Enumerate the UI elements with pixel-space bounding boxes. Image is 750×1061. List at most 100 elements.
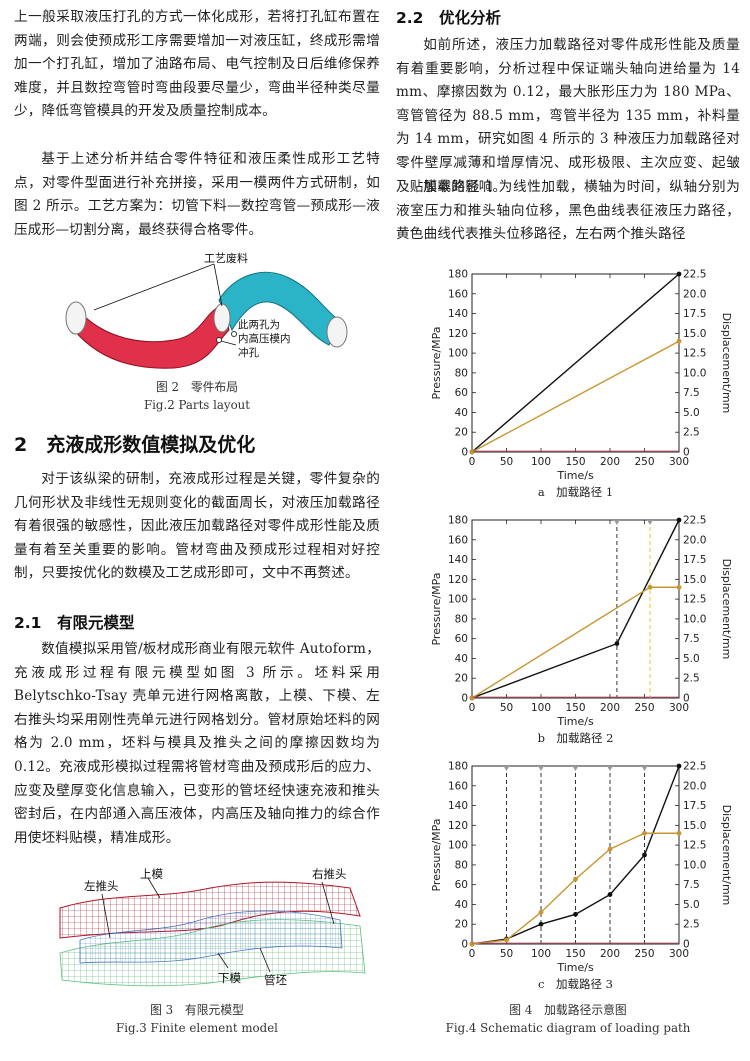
y-axis-label: Pressure/MPa [430,572,443,645]
parts-layout-drawing: 工艺废料 此两孔为 内高压模内 冲孔 [65,251,348,369]
y2-tick-label: 7.5 [683,633,700,645]
y2-tick-label: 0 [683,939,690,951]
x-tick-label: 300 [669,456,689,468]
optimization-paragraph-2: 加载路径 1 为线性加载，横轴为时间，纵轴分别为液室压力和推头轴向位移，黑色曲线… [396,179,740,243]
y2-tick-label: 20.0 [683,534,706,546]
x-tick-label: 100 [531,456,551,468]
y2-tick-label: 22.5 [683,761,706,773]
loading-path-chart-2: 0 50 100 150 200 250 3000204060801001201401601… [430,515,733,746]
pressure-data-point [614,641,620,647]
y2-tick-label: 5.0 [683,407,700,419]
label-left-punch: 左推头 [84,879,119,893]
red-part-shape [73,304,230,369]
y-tick-label: 100 [448,594,468,606]
waste-leader-line [213,263,223,307]
section-2-paragraph: 对于该纵梁的研制，充液成形过程是关键，零件复杂的几何形状及非线性无规则变化的截面… [14,471,380,582]
fig2-caption-cn: 图 2 零件布局 [155,380,239,394]
x-tick-label: 300 [669,702,689,714]
y2-axis-label: Displacement/mm [720,559,733,660]
x-tick-label: 300 [669,948,689,960]
x-tick-label: 150 [565,948,585,960]
label-tube-blank: 管坯 [264,973,287,987]
x-axis-label: Time/s [556,715,594,728]
tube-blank-mesh [79,910,343,964]
plot-frame [471,765,680,945]
fig3-caption-en: Fig.3 Finite element model [116,1021,278,1035]
y-tick-label: 140 [448,554,468,566]
right-punch-leader [321,881,335,925]
divider-marker [607,766,613,771]
section-2-title: 2 充液成形数值模拟及优化 [14,434,256,456]
y2-tick-label: 5.0 [683,653,700,665]
punch-hole-2 [231,331,237,337]
lower-die-leader [217,952,229,969]
y-tick-label: 120 [448,820,468,832]
y2-axis-label: Displacement/mm [720,805,733,906]
y-tick-label: 0 [461,693,468,705]
displacement-data-point [573,876,578,882]
y2-tick-label: 10.0 [683,859,706,871]
y-tick-label: 180 [448,269,468,281]
subsection-2-2-title: 2.2 优化分析 [396,9,501,27]
y-tick-label: 40 [455,653,468,665]
y-tick-label: 60 [455,879,468,891]
figure-2-parts-layout: 工艺废料 此两孔为 内高压模内 冲孔 [54,250,354,380]
y2-tick-label: 12.5 [683,840,706,852]
y-tick-label: 20 [455,919,468,931]
y-tick-label: 160 [448,780,468,792]
x-tick-label: 50 [500,702,513,714]
y-tick-label: 0 [461,447,468,459]
y-tick-label: 80 [455,367,468,379]
y2-tick-label: 0 [683,447,690,459]
left-punch-leader [101,893,111,939]
label-right-punch: 右推头 [312,868,347,881]
y2-tick-label: 0 [683,693,690,705]
x-tick-label: 250 [634,456,654,468]
pressure-data-point [676,763,682,769]
chart-subcaption: b 加载路径 2 [538,731,614,745]
fig4-caption-cn: 图 4 加载路径示意图 [509,1003,627,1017]
y2-tick-label: 22.5 [683,515,706,527]
y-tick-label: 140 [448,800,468,812]
x-tick-label: 50 [500,456,513,468]
displacement-data-point [676,584,682,590]
y2-tick-label: 7.5 [683,879,700,891]
waste-leader-line-2 [93,263,215,311]
right-end-cap [326,316,348,348]
pressure-data-point [607,892,613,897]
y-tick-label: 100 [448,348,468,360]
x-tick-label: 250 [634,948,654,960]
y2-tick-label: 20.0 [683,780,706,792]
y2-tick-label: 12.5 [683,348,706,360]
displacement-data-point [504,937,509,943]
displacement-data-point [469,449,475,455]
fig4-caption: 图 4 加载路径示意图 Fig.4 Schematic diagram of l… [396,1001,740,1037]
label-lower-die: 下模 [218,971,241,985]
subsection-2-1-title: 2.1 有限元模型 [14,614,135,632]
y2-tick-label: 5.0 [683,899,700,911]
intro-paragraph: 上一般采取液压打孔的方式一体化成形，若将打孔缸布置在两端，则会使预成形工序需要增… [14,9,380,120]
chart-subcaption: c 加载路径 3 [538,977,613,991]
y-tick-label: 160 [448,534,468,546]
subsection-2-1-paragraph: 数值模拟采用管/板材成形商业有限元软件 Autoform，充液成形过程有限元模型… [14,641,380,846]
x-tick-label: 50 [500,948,513,960]
y2-tick-label: 22.5 [683,269,706,281]
optimization-paragraph-1: 如前所述，液压力加载路径对零件成形性能及质量有着重要影响，分析过程中保证端头轴向… [396,37,740,195]
pressure-data-point [573,911,578,917]
displacement-data-point [676,338,682,344]
pressure-data-point [676,517,682,523]
loading-path-chart-3: 0 50 100 150 200 250 3000204060801001201401601… [430,761,733,992]
y-tick-label: 40 [455,899,468,911]
y2-tick-label: 17.5 [683,308,706,320]
y2-tick-label: 12.5 [683,594,706,606]
parts-layout-paragraph: 基于上述分析并结合零件特征和液压柔性成形工艺特点，对零件型面进行补充拼接，采用一… [14,151,380,238]
fig2-caption: 图 2 零件布局 Fig.2 Parts layout [14,378,380,414]
y2-tick-label: 10.0 [683,613,706,625]
figure-4-loading-paths: 0 50 100 150 200 250 300 0 20 40 60 80 100 120 140 160 1… [396,262,740,1000]
x-tick-label: 200 [600,948,620,960]
x-tick-label: 200 [600,456,620,468]
tube-leader [259,947,271,973]
x-tick-label: 250 [634,702,654,714]
y2-tick-label: 10.0 [683,367,706,379]
displacement-series-line [471,586,679,699]
